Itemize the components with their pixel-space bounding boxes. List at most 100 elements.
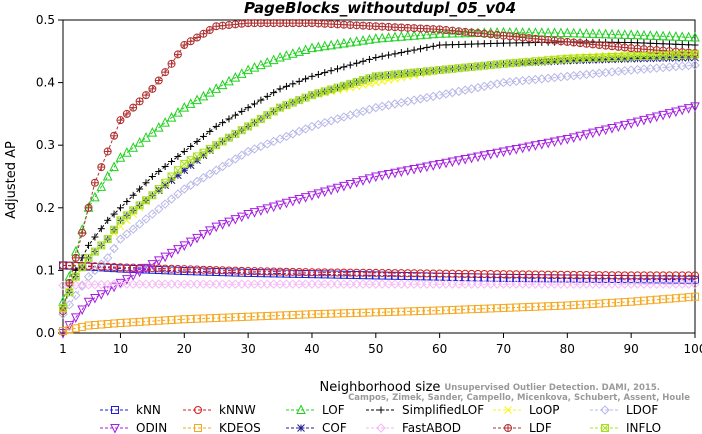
data-point-ldof <box>288 129 298 139</box>
data-point-fastabod <box>460 279 470 289</box>
data-point-ldf <box>199 29 208 38</box>
data-point-lof <box>281 50 292 60</box>
data-point-inflo <box>461 63 470 72</box>
data-point-inflo <box>173 166 182 175</box>
data-point-inflo <box>550 55 559 64</box>
data-point-knnw <box>595 271 604 280</box>
data-point-odin <box>211 222 222 233</box>
data-point-odin <box>658 110 668 121</box>
data-point-kdeos <box>537 302 546 311</box>
data-point-kdeos <box>84 321 93 330</box>
data-point-odin <box>166 248 177 259</box>
data-point-simplifiedlof <box>129 191 137 199</box>
data-point-kdeos <box>333 309 342 318</box>
data-point-ldof <box>134 219 145 229</box>
data-point-odin <box>498 147 509 158</box>
x-tick-label: 50 <box>368 342 383 356</box>
data-point-fastabod <box>281 279 292 289</box>
data-point-kdeos <box>499 303 508 312</box>
x-tick-label: 80 <box>560 342 575 356</box>
data-point-kdeos <box>582 300 591 309</box>
data-point-kdeos <box>314 310 323 319</box>
data-point-odin <box>83 297 94 308</box>
data-point-knnw <box>576 270 585 279</box>
data-point-ldof <box>128 224 138 234</box>
data-point-fastabod <box>517 279 528 289</box>
data-point-odin <box>415 163 426 174</box>
data-point-odin <box>147 260 158 270</box>
data-point-fastabod <box>109 279 119 290</box>
data-point-ldof <box>249 144 260 154</box>
data-point-simplifiedlof <box>168 157 176 165</box>
data-point-knnw <box>493 270 502 279</box>
data-point-ldf <box>78 228 87 237</box>
data-point-lof <box>409 30 419 40</box>
data-point-fastabod <box>447 279 458 289</box>
data-point-odin <box>77 305 87 316</box>
y-tick-label: 0.0 <box>36 326 55 340</box>
data-point-fastabod <box>511 279 521 289</box>
data-point-lof <box>256 59 266 70</box>
data-point-kdeos <box>339 309 348 318</box>
data-point-simplifiedlof <box>493 39 501 47</box>
data-point-simplifiedlof <box>97 225 105 233</box>
legend-item-ldf: LDF <box>493 421 552 434</box>
data-point-knn <box>659 275 668 284</box>
data-point-knnw <box>422 269 431 278</box>
data-point-kdeos <box>97 320 106 329</box>
data-point-inflo <box>505 59 514 68</box>
data-point-odin <box>568 133 579 143</box>
data-point-simplifiedlof <box>442 41 450 49</box>
data-point-inflo <box>416 67 425 76</box>
data-point-fastabod <box>403 279 413 289</box>
data-point-simplifiedlof <box>219 119 227 127</box>
series-kdeos <box>59 292 699 336</box>
data-point-ldof <box>390 99 400 109</box>
data-point-ldof <box>102 253 113 263</box>
data-point-kdeos <box>276 311 285 320</box>
data-point-kdeos <box>614 298 623 307</box>
data-point-odin <box>109 282 119 293</box>
data-point-odin <box>268 202 279 213</box>
data-point-odin <box>511 144 522 155</box>
data-point-fastabod <box>96 279 107 290</box>
data-point-inflo <box>576 54 585 63</box>
data-point-ldof <box>281 131 292 142</box>
data-point-simplifiedlof <box>334 65 342 73</box>
data-point-lof <box>556 27 566 38</box>
data-point-ldof <box>160 199 170 209</box>
data-point-knnw <box>544 270 553 279</box>
data-point-kdeos <box>199 314 208 323</box>
data-point-ldof <box>492 79 502 89</box>
data-point-kdeos <box>180 315 189 324</box>
data-point-odin <box>485 149 496 160</box>
y-tick-label: 0.4 <box>36 76 55 90</box>
data-point-kdeos <box>371 308 380 317</box>
data-point-inflo <box>448 64 457 73</box>
data-point-fastabod <box>664 279 675 289</box>
data-point-inflo <box>135 201 144 210</box>
data-point-inflo <box>588 53 597 62</box>
data-point-knnw <box>256 267 265 276</box>
data-point-kdeos <box>671 294 680 303</box>
data-point-odin <box>549 137 560 148</box>
legend-label-ldf: LDF <box>529 421 552 434</box>
data-point-knnw <box>633 271 642 280</box>
data-point-inflo <box>129 206 138 215</box>
data-point-knnw <box>454 269 463 278</box>
legend-item-kdeos: KDEOS <box>183 421 261 434</box>
data-point-knn <box>678 275 687 284</box>
data-point-fastabod <box>530 279 541 289</box>
legend-marker-inflo <box>601 424 609 432</box>
data-point-simplifiedlof <box>455 40 463 48</box>
data-point-lof <box>690 31 700 42</box>
data-point-fastabod <box>677 279 687 289</box>
legend-item-knn: kNN <box>100 403 161 417</box>
data-point-inflo <box>563 54 572 63</box>
data-point-simplifiedlof <box>468 40 476 48</box>
data-point-odin <box>185 237 196 248</box>
series-ldof <box>58 60 700 319</box>
data-point-ldf <box>512 32 521 41</box>
data-point-kdeos <box>646 296 655 305</box>
data-point-odin <box>473 152 483 163</box>
